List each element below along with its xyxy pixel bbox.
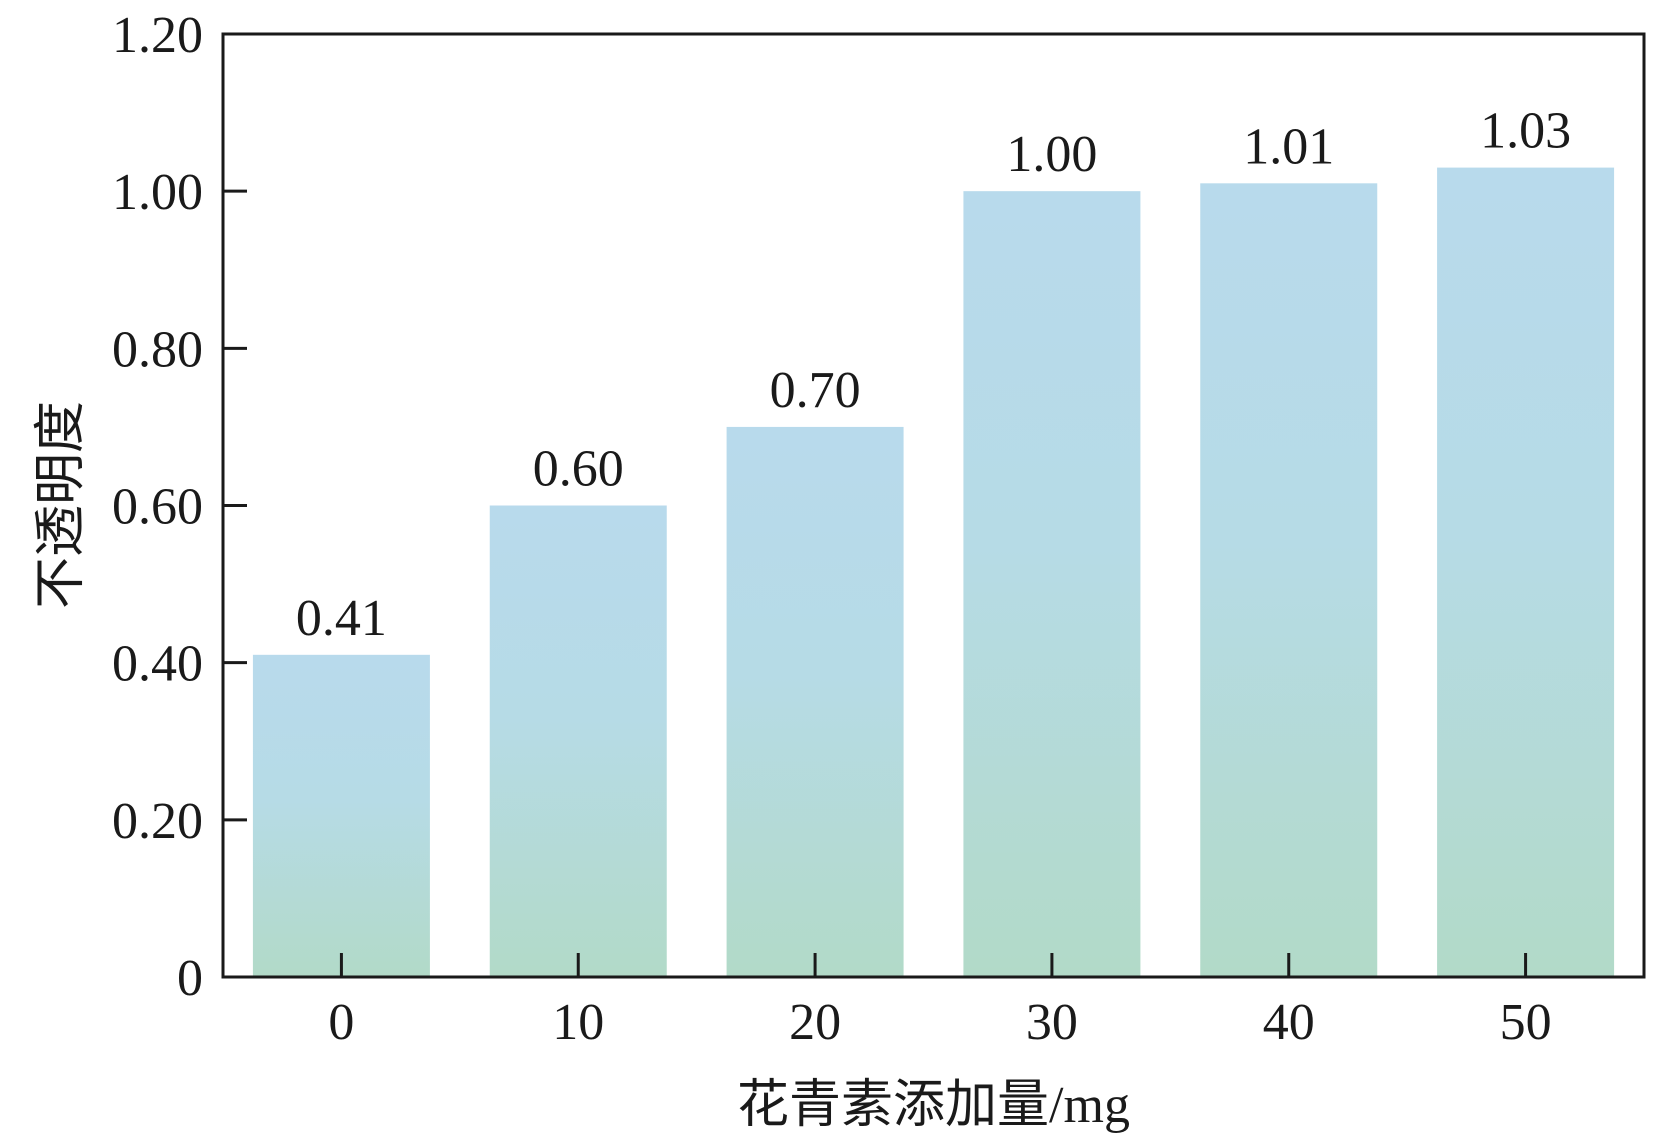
x-tick-label-30: 30: [1026, 994, 1078, 1051]
x-tick-label-40: 40: [1263, 994, 1315, 1051]
data-label-40: 1.01: [1243, 118, 1334, 175]
x-axis-title: 花青素添加量/mg: [737, 1077, 1130, 1134]
x-tick-label-10: 10: [552, 994, 604, 1051]
y-tick-label-1.20: 1.20: [112, 7, 203, 64]
bar-40: [1200, 183, 1378, 977]
bar-30: [963, 191, 1141, 977]
data-label-30: 1.00: [1006, 126, 1097, 183]
bar-50: [1437, 167, 1615, 977]
bars-layer: [252, 167, 1615, 978]
y-tick-label-0.20: 0.20: [112, 793, 203, 850]
bar-20: [726, 426, 904, 978]
y-tick-label-1.00: 1.00: [112, 164, 203, 221]
ticks-layer: [223, 189, 1528, 977]
y-tick-label-0: 0: [177, 950, 203, 1007]
data-label-10: 0.60: [533, 441, 624, 498]
data-label-20: 0.70: [770, 362, 861, 419]
x-tick-label-0: 0: [328, 994, 354, 1051]
y-tick-label-0.40: 0.40: [112, 636, 203, 693]
plot-frame: [221, 32, 1646, 979]
bar-0: [252, 654, 430, 977]
y-axis-title: 不透明度: [33, 401, 90, 609]
data-label-50: 1.03: [1480, 103, 1571, 160]
x-tick-label-50: 50: [1500, 994, 1552, 1051]
y-tick-label-0.80: 0.80: [112, 321, 203, 378]
x-tick-label-20: 20: [789, 994, 841, 1051]
y-tick-labels: 0 0.20 0.40 0.60 0.80 1.00 1.20: [112, 7, 203, 1007]
data-label-0: 0.41: [296, 590, 387, 647]
data-labels-layer: 0.41 0.60 0.70 1.00 1.01 1.03: [296, 103, 1571, 647]
bar-10: [489, 505, 667, 977]
x-tick-labels: 0 10 20 30 40 50: [328, 994, 1551, 1051]
y-tick-label-0.60: 0.60: [112, 479, 203, 536]
